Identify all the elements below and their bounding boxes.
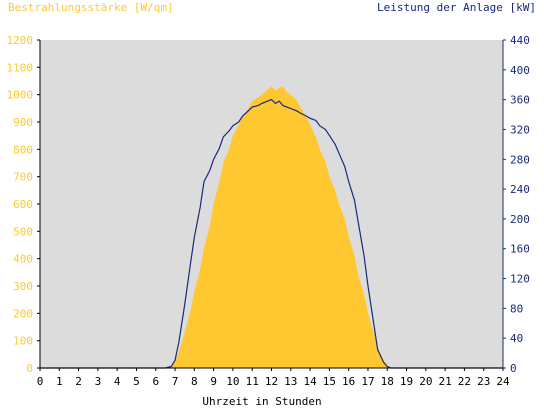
x-tick-label: 6 <box>152 375 159 388</box>
x-tick-label: 11 <box>246 375 259 388</box>
x-tick-label: 9 <box>210 375 217 388</box>
right-tick-label: 120 <box>510 273 530 286</box>
x-tick-label: 18 <box>381 375 394 388</box>
x-tick-label: 4 <box>114 375 121 388</box>
x-tick-label: 12 <box>265 375 278 388</box>
x-tick-label: 20 <box>419 375 432 388</box>
x-tick-label: 5 <box>133 375 140 388</box>
left-tick-label: 0 <box>26 362 33 375</box>
right-tick-label: 280 <box>510 153 530 166</box>
x-tick-label: 3 <box>95 375 102 388</box>
x-tick-label: 21 <box>439 375 452 388</box>
left-tick-label: 900 <box>13 116 33 129</box>
x-tick-label: 1 <box>56 375 63 388</box>
x-axis-label: Uhrzeit in Stunden <box>202 395 321 408</box>
left-tick-label: 400 <box>13 253 33 266</box>
left-tick-label: 600 <box>13 198 33 211</box>
x-tick-label: 0 <box>37 375 44 388</box>
left-tick-label: 700 <box>13 171 33 184</box>
right-tick-label: 240 <box>510 183 530 196</box>
left-tick-label: 200 <box>13 307 33 320</box>
x-tick-label: 23 <box>477 375 490 388</box>
right-tick-label: 40 <box>510 332 523 345</box>
x-tick-label: 13 <box>284 375 297 388</box>
right-axis-ticks: 0 40 80 120 160 200 240 280 320 360 400 440 <box>503 34 530 375</box>
left-tick-label: 1200 <box>7 34 34 47</box>
right-tick-label: 320 <box>510 123 530 136</box>
left-axis-ticks: 0 100 200 300 400 500 600 700 800 900 1000 1100 1200 <box>7 34 40 375</box>
right-tick-label: 360 <box>510 94 530 107</box>
right-tick-label: 200 <box>510 213 530 226</box>
right-axis-title: Leistung der Anlage [kW] <box>377 1 536 14</box>
x-tick-label: 14 <box>303 375 317 388</box>
x-tick-label: 8 <box>191 375 198 388</box>
right-tick-label: 160 <box>510 243 530 256</box>
right-tick-label: 80 <box>510 302 523 315</box>
left-tick-label: 100 <box>13 335 33 348</box>
x-tick-label: 7 <box>172 375 179 388</box>
left-tick-label: 1100 <box>7 61 34 74</box>
left-axis-title: Bestrahlungsstärke [W/qm] <box>8 1 174 14</box>
power-line <box>40 98 503 369</box>
x-axis-ticks: 0 1 2 3 4 5 6 7 8 9 10 11 12 13 14 15 16 17 18 19 20 21 22 23 24 <box>37 368 510 388</box>
x-tick-label: 15 <box>323 375 336 388</box>
right-tick-label: 400 <box>510 64 530 77</box>
x-tick-label: 2 <box>75 375 82 388</box>
x-tick-label: 24 <box>496 375 510 388</box>
x-tick-label: 19 <box>400 375 413 388</box>
right-tick-label: 0 <box>510 362 517 375</box>
left-tick-label: 800 <box>13 143 33 156</box>
left-tick-label: 1000 <box>7 89 34 102</box>
x-tick-label: 17 <box>361 375 374 388</box>
left-tick-label: 500 <box>13 225 33 238</box>
x-tick-label: 22 <box>458 375 471 388</box>
right-tick-label: 440 <box>510 34 530 47</box>
irradiance-area <box>40 86 503 368</box>
x-tick-label: 16 <box>342 375 355 388</box>
x-tick-label: 10 <box>226 375 239 388</box>
left-tick-label: 300 <box>13 280 33 293</box>
